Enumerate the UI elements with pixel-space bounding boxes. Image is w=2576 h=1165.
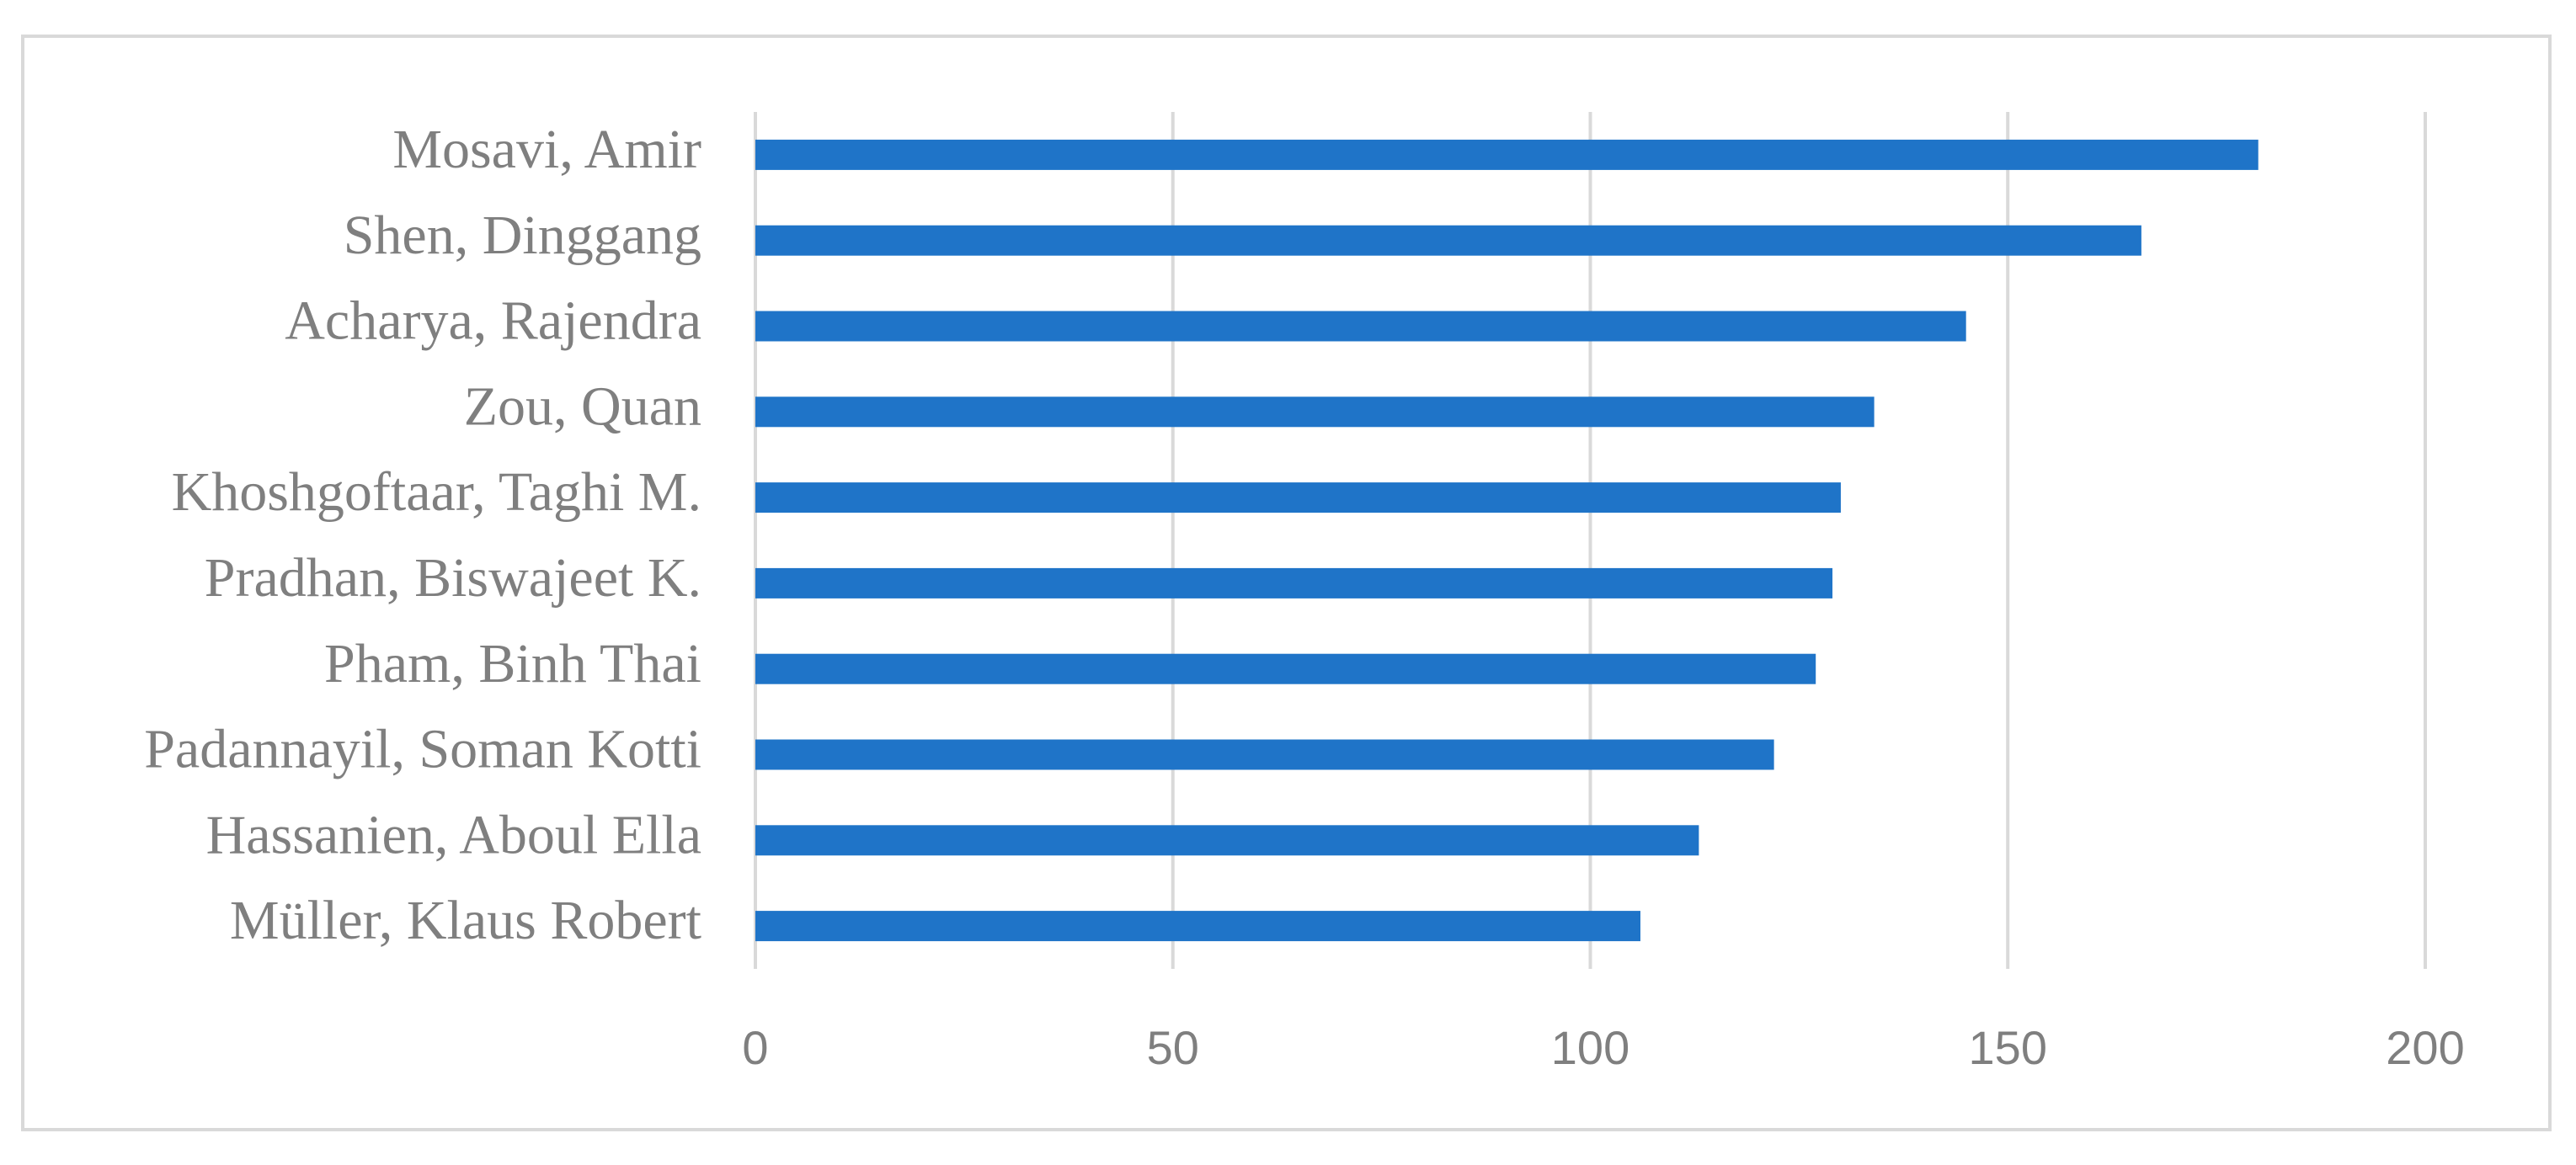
- x-tick-label: 50: [1147, 1021, 1199, 1074]
- y-tick-label: Pradhan, Biswajeet K.: [205, 547, 701, 609]
- x-tick-label: 150: [1969, 1021, 2047, 1074]
- bar: [755, 139, 2259, 170]
- y-tick-label: Shen, Dinggang: [344, 205, 701, 266]
- bar: [755, 311, 1966, 342]
- x-tick-label: 0: [742, 1021, 768, 1074]
- bar: [755, 396, 1875, 428]
- y-tick-label: Mosavi, Amir: [392, 119, 701, 180]
- bar: [755, 825, 1699, 856]
- bar: [755, 567, 1833, 598]
- y-tick-label: Khoshgoftaar, Taghi M.: [172, 461, 701, 523]
- bar: [755, 482, 1841, 513]
- bar: [755, 739, 1774, 770]
- y-tick-label: Müller, Klaus Robert: [230, 890, 701, 951]
- bar: [755, 911, 1640, 942]
- y-tick-label: Hassanien, Aboul Ella: [206, 804, 701, 865]
- y-tick-label: Padannayil, Soman Kotti: [144, 719, 701, 780]
- y-tick-label: Pham, Binh Thai: [324, 633, 701, 694]
- x-tick-label: 200: [2386, 1021, 2464, 1074]
- x-tick-label: 100: [1551, 1021, 1629, 1074]
- y-tick-label: Zou, Quan: [464, 375, 701, 437]
- y-tick-label: Acharya, Rajendra: [285, 290, 701, 352]
- bar: [755, 225, 2141, 256]
- bar: [755, 653, 1816, 684]
